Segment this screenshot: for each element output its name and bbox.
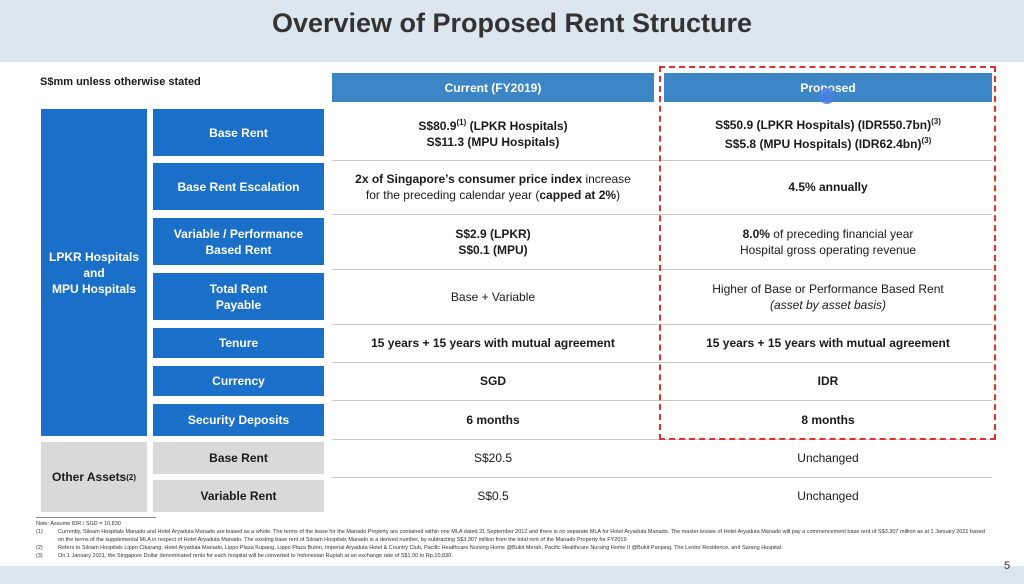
page-title: Overview of Proposed Rent Structure [271, 8, 753, 38]
other-base-rent-current: S$20.5 [473, 451, 513, 465]
row-label-currency: Currency [153, 366, 324, 396]
other-variable-rent-current: S$0.5 [477, 489, 509, 503]
pointer-cursor-icon [819, 88, 835, 104]
row-label-security-deposits: Security Deposits [153, 404, 324, 436]
tenure-current: 15 years + 15 years with mutual agreemen… [371, 336, 615, 350]
proposed-highlight-box [659, 66, 996, 440]
row-divider [332, 362, 992, 363]
escalation-proposed: 4.5% annually [788, 179, 868, 194]
tenure-proposed: 15 years + 15 years with mutual agreemen… [706, 336, 950, 350]
footnote-item: (1) Currently, Siloam Hospitals Manado an… [36, 529, 985, 543]
other-base-rent-proposed: Unchanged [797, 451, 859, 465]
total-rent-proposed: Higher of Base or Performance Based Rent… [712, 281, 944, 312]
row-label-base-rent-escalation: Base Rent Escalation [153, 163, 324, 210]
row-divider [332, 400, 992, 401]
total-rent-current: Base + Variable [450, 289, 536, 304]
security-deposits-proposed: 8 months [801, 413, 855, 427]
row-label-tenure: Tenure [153, 328, 324, 358]
escalation-current: 2x of Singapore’s consumer price index i… [355, 171, 631, 202]
row-label-other-base-rent: Base Rent [153, 442, 324, 474]
currency-proposed: IDR [817, 374, 839, 388]
row-divider [332, 269, 992, 270]
current-column-header: Current (FY2019) [332, 73, 654, 102]
footnote-divider [36, 517, 156, 518]
footnotes: Note: Assume IDR / SGD = 10,830 (1) Curre… [36, 520, 986, 560]
group-label-other-assets: Other Assets (2) [41, 442, 147, 512]
footnote-assumption: Note: Assume IDR / SGD = 10,830 [36, 521, 121, 527]
other-variable-rent-proposed: Unchanged [797, 489, 859, 503]
currency-current: SGD [479, 374, 506, 388]
base-rent-current: S$80.9(1) (LPKR Hospitals) S$11.3 (MPU H… [418, 118, 568, 149]
variable-rent-proposed: 8.0% of preceding financial year Hospita… [739, 226, 917, 257]
footnote-item: (2) Refers to Siloam Hospitals Lippo Cika… [36, 545, 783, 551]
row-label-other-variable-rent: Variable Rent [153, 480, 324, 512]
row-label-variable-rent: Variable / Performance Based Rent [153, 218, 324, 265]
row-divider [332, 477, 992, 478]
footnote-item: (3) On 1 January 2021, the Singapore Doll… [36, 553, 453, 559]
page-number: 5 [1004, 560, 1011, 572]
bottom-band [0, 566, 1024, 584]
group-label-lpkr-mpu: LPKR Hospitals and MPU Hospitals [41, 109, 147, 436]
security-deposits-current: 6 months [466, 413, 520, 427]
unit-note: S$mm unless otherwise stated [40, 76, 201, 88]
row-label-base-rent: Base Rent [153, 109, 324, 156]
row-divider [332, 214, 992, 215]
row-divider [332, 324, 992, 325]
row-label-total-rent-payable: Total Rent Payable [153, 273, 324, 320]
base-rent-proposed: S$50.9 (LPKR Hospitals) (IDR550.7bn)(3) … [715, 116, 941, 151]
row-divider [332, 160, 992, 161]
variable-rent-current: S$2.9 (LPKR) S$0.1 (MPU) [455, 226, 531, 257]
title-band [0, 0, 1024, 62]
